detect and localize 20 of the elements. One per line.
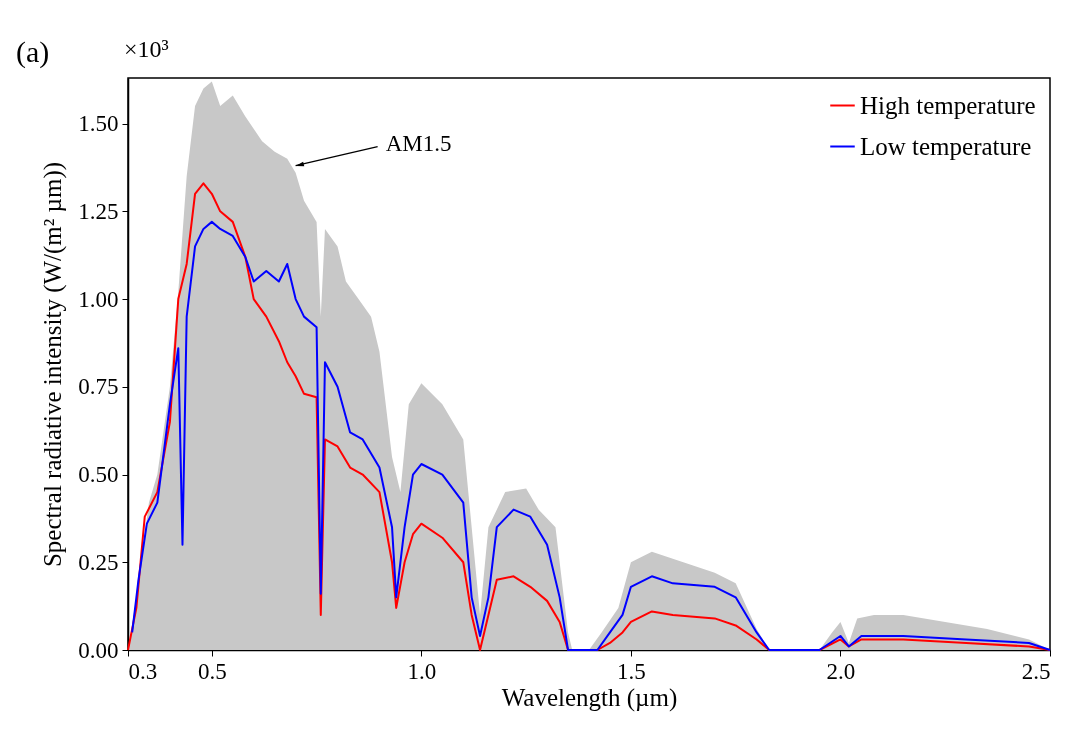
y-tick-label: 0.25: [78, 549, 119, 575]
x-tick-label: 1.5: [617, 658, 646, 684]
y-tick-label: 0.50: [78, 462, 119, 488]
y-tick-label: 1.50: [78, 111, 119, 137]
text: ×10³: [124, 36, 169, 62]
x-tick-label: 0.3: [128, 658, 158, 684]
x-axis-title: Wavelength (µm): [501, 683, 678, 712]
y-tick-label: 1.25: [78, 198, 119, 224]
x-tick-label: 1.0: [407, 658, 437, 684]
x-tick-label: 2.5: [1021, 658, 1051, 684]
x-tick-label: 0.5: [197, 658, 227, 684]
y-tick-label: 0.00: [78, 637, 119, 663]
text: (a): [16, 35, 50, 69]
y-tick-label: 1.00: [78, 286, 119, 312]
y-tick-label: 0.75: [78, 374, 119, 400]
legend-label: Low temperature: [860, 132, 1032, 160]
annotation: AM1.5: [385, 130, 452, 156]
legend-label: High temperature: [860, 91, 1036, 119]
y-axis-title: Spectral radiative intensity (W/(m² µm)): [39, 161, 68, 568]
x-tick-label: 2.0: [826, 658, 856, 684]
